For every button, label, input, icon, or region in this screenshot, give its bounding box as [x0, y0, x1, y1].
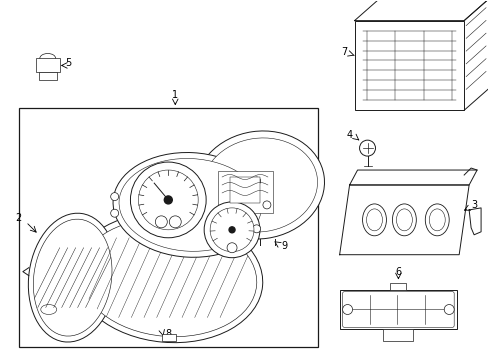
Ellipse shape: [396, 209, 411, 231]
Circle shape: [138, 170, 198, 230]
Circle shape: [130, 162, 206, 238]
Circle shape: [263, 201, 270, 209]
Bar: [339, 289, 456, 329]
Circle shape: [252, 225, 260, 233]
Ellipse shape: [428, 209, 444, 231]
Ellipse shape: [74, 213, 262, 343]
Circle shape: [169, 216, 181, 228]
Text: 4: 4: [346, 130, 352, 140]
Ellipse shape: [41, 305, 57, 315]
Circle shape: [155, 216, 167, 228]
Bar: [229, 177, 260, 203]
Ellipse shape: [33, 219, 112, 336]
Circle shape: [359, 140, 375, 156]
Ellipse shape: [425, 204, 448, 236]
Bar: [389, 283, 406, 289]
Bar: [218, 171, 272, 213]
Circle shape: [164, 196, 172, 204]
Ellipse shape: [362, 204, 386, 236]
Ellipse shape: [28, 213, 117, 342]
Polygon shape: [349, 170, 476, 185]
Text: 3: 3: [470, 200, 476, 210]
Text: 2: 2: [16, 213, 22, 223]
Bar: [354, 21, 463, 110]
Ellipse shape: [366, 209, 382, 231]
Bar: [162, 334, 176, 341]
Ellipse shape: [202, 138, 317, 232]
Text: 5: 5: [65, 58, 72, 68]
Ellipse shape: [119, 158, 261, 251]
Ellipse shape: [392, 204, 415, 236]
Circle shape: [210, 208, 253, 252]
Text: 8: 8: [165, 329, 171, 339]
Polygon shape: [339, 185, 468, 255]
Bar: [19, 108, 317, 347]
Bar: [383, 329, 412, 341]
Text: 1: 1: [172, 90, 178, 100]
Text: 6: 6: [394, 267, 401, 276]
FancyBboxPatch shape: [342, 292, 453, 328]
Circle shape: [443, 305, 453, 315]
Ellipse shape: [113, 153, 267, 257]
Bar: [39, 72, 57, 80]
Circle shape: [228, 227, 235, 233]
Circle shape: [110, 209, 119, 217]
Circle shape: [203, 202, 260, 258]
Text: 7: 7: [341, 48, 347, 58]
Circle shape: [342, 305, 352, 315]
Text: 9: 9: [281, 241, 287, 251]
Circle shape: [226, 243, 237, 253]
Ellipse shape: [195, 131, 324, 239]
Bar: [36, 58, 60, 72]
Circle shape: [110, 193, 119, 201]
Circle shape: [252, 177, 260, 185]
Ellipse shape: [80, 219, 256, 337]
